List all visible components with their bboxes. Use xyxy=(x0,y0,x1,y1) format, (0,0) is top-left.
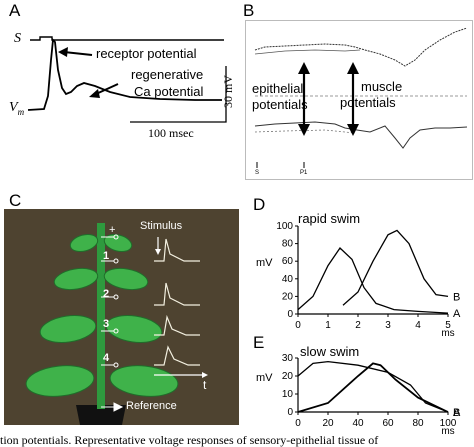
time-scale-label: 100 msec xyxy=(148,126,194,140)
y-tick-label: 100 xyxy=(276,221,293,232)
panel-b-traces xyxy=(245,20,473,180)
membrane-voltage-label: Vm xyxy=(9,100,25,117)
tick-p1-label: P1 xyxy=(300,170,308,176)
rapid-swim-chart: 100 80 60 40 20 00 1 2 3 4 5ms AB xyxy=(276,221,461,336)
panel-a-traces xyxy=(27,36,227,123)
series-a-curve xyxy=(297,247,449,314)
x-tick-label: 80 xyxy=(412,418,424,429)
panel-e-ylabel: mV xyxy=(256,372,273,384)
y-tick-label: 80 xyxy=(282,239,294,250)
series-a-curve-label: A xyxy=(453,407,461,419)
electrode-4-label: 4 xyxy=(103,352,110,364)
voltage-scale-label: 30 mV xyxy=(221,75,235,108)
reference-label: Reference xyxy=(126,400,177,412)
figure-caption: tion potentials. Representative voltage … xyxy=(0,433,379,447)
panel-e-letter: E xyxy=(253,333,265,352)
x-unit-label: ms xyxy=(441,328,454,336)
regen-arrow xyxy=(95,83,119,95)
regenerative-label: regenerative xyxy=(131,67,204,82)
y-tick-label: 60 xyxy=(282,256,294,267)
series-b-curve xyxy=(297,362,449,413)
stimulus-trace-label: S xyxy=(14,31,21,46)
y-tick-label: 30 xyxy=(282,353,294,364)
panel-d-letter: D xyxy=(253,195,266,214)
upper-trace xyxy=(254,27,468,67)
muscle-label: muscle xyxy=(361,79,403,94)
x-tick-label: 1 xyxy=(325,320,331,331)
electrode-3-label: 3 xyxy=(103,318,110,330)
y-tick-label: 0 xyxy=(287,309,293,320)
receptor-potential-label: receptor potential xyxy=(96,46,197,61)
membrane-potential-trace xyxy=(27,38,222,111)
y-tick-label: 20 xyxy=(282,291,294,302)
x-tick-label: 2 xyxy=(355,320,361,331)
x-tick-label: 20 xyxy=(322,418,334,429)
plant-drawing xyxy=(25,223,208,425)
x-tick-label: 3 xyxy=(385,320,391,331)
plant-leaves xyxy=(25,233,179,397)
panel-a-letter: A xyxy=(9,1,21,20)
series-b-curve-label: B xyxy=(453,291,460,303)
y-tick-label: 0 xyxy=(287,407,293,418)
stimulus-label: Stimulus xyxy=(140,220,183,232)
x-tick-label: 0 xyxy=(295,418,301,429)
x-tick-label: 4 xyxy=(415,320,421,331)
plant-stem xyxy=(97,223,105,409)
y-tick-label: 20 xyxy=(282,371,294,382)
epithelial-potentials-label: potentials xyxy=(252,97,308,112)
x-tick-label: 5 xyxy=(445,320,451,331)
muscle-potentials-label: potentials xyxy=(340,95,396,110)
series-b-curve-label: B xyxy=(453,407,460,419)
panel-e-title: slow swim xyxy=(300,344,360,359)
y-tick-label: 40 xyxy=(282,274,294,285)
panel-d-ylabel: mV xyxy=(256,257,273,269)
scale-bar xyxy=(130,66,227,123)
electrode-2-label: 2 xyxy=(103,288,110,300)
ca-potential-label: Ca potential xyxy=(134,84,204,99)
receptor-arrow xyxy=(63,51,93,56)
panel-b-letter: B xyxy=(243,1,255,20)
plus-label: + xyxy=(109,224,116,236)
panel-c-plant-illustration: Stimulus + 1 2 3 4 Reference t xyxy=(4,209,239,425)
series-b-curve xyxy=(342,229,449,306)
x-tick-label: 100 xyxy=(440,418,457,429)
electrode-waveforms xyxy=(154,238,200,366)
x-unit-label: ms xyxy=(441,426,454,434)
time-axis-label: t xyxy=(203,378,207,392)
y-tick-label: 10 xyxy=(282,389,294,400)
panel-c-letter: C xyxy=(9,191,22,210)
electrode-1-label: 1 xyxy=(103,250,110,262)
x-tick-label: 0 xyxy=(295,320,301,331)
stimulus-trace xyxy=(30,36,224,41)
x-tick-label: 60 xyxy=(382,418,394,429)
panel-d-title: rapid swim xyxy=(298,211,361,226)
epithelial-label: epithelial xyxy=(252,81,304,96)
electrodes xyxy=(101,234,124,412)
tick-s-label: S xyxy=(255,170,260,176)
series-a-curve-label: A xyxy=(453,308,461,320)
x-tick-label: 40 xyxy=(352,418,364,429)
